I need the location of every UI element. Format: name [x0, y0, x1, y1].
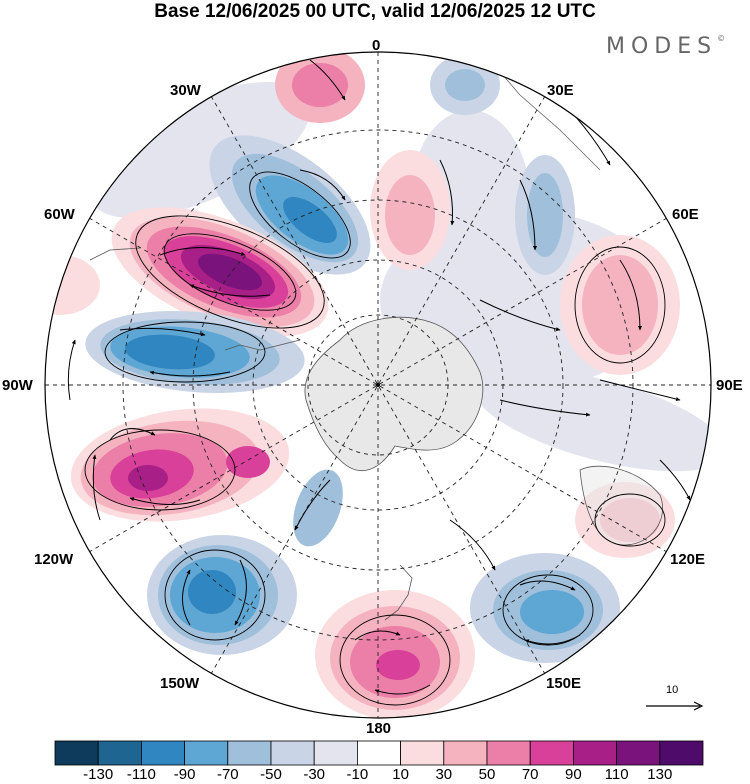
copyright-mark: © [717, 34, 726, 43]
label-lon-150e: 150E [546, 675, 582, 692]
negative-anomaly-60w [209, 135, 371, 275]
map-title: Base 12/06/2025 00 UTC, valid 12/06/2025… [154, 1, 596, 22]
positive-anomaly-105w [70, 408, 290, 522]
colorbar-swatch [529, 740, 574, 766]
label-lon-150w: 150W [160, 675, 200, 692]
south-pole-marker [376, 383, 380, 387]
label-lon-60e: 60E [672, 206, 699, 223]
colorbar-swatch [486, 740, 531, 766]
colorbar-swatch [573, 740, 618, 766]
label-lon-90w: 90W [2, 377, 33, 394]
colorbar-swatch [616, 740, 661, 766]
colorbar-tick-label: -10 [346, 766, 369, 783]
colorbar-tick-label: 110 [604, 766, 629, 783]
reference-vector-arrow [646, 701, 704, 711]
colorbar-swatch [659, 740, 704, 766]
colorbar-tick-label: 90 [565, 766, 582, 783]
negative-anomaly-150e [470, 553, 620, 663]
colorbar-tick-label: -90 [173, 766, 196, 783]
negative-anomaly-140w [147, 535, 297, 655]
colorbar-swatch [443, 740, 488, 766]
colorbar-swatch [184, 740, 229, 766]
logo-text: MODES [606, 34, 718, 59]
colorbar-ticks: -130 -110 -90 -70 -50 -30 -10 10 30 50 70 90 110 130 [0, 766, 750, 784]
wind-vectors [67, 59, 691, 695]
colorbar-swatch [97, 740, 142, 766]
colorbar-swatch [54, 740, 99, 766]
positive-anomaly-65w [111, 207, 329, 337]
colorbar-swatch [141, 740, 186, 766]
colorbar-tick-label: -110 [126, 766, 156, 783]
label-lon-180: 180 [366, 720, 392, 737]
colorbar-tick-label: 130 [647, 766, 673, 783]
label-lon-0: 0 [372, 37, 381, 54]
label-lon-120w: 120W [34, 551, 74, 568]
label-lon-90e: 90E [716, 377, 743, 394]
label-lon-120e: 120E [670, 551, 706, 568]
colorbar-swatch [270, 740, 315, 766]
graticule [45, 52, 711, 718]
colorbar-tick-label: 70 [521, 766, 539, 783]
colorbar-tick-label: -130 [83, 766, 114, 783]
colorbar-tick-label: 30 [435, 766, 453, 783]
label-lon-30w: 30W [170, 82, 201, 99]
contour-lines [84, 171, 666, 706]
positive-anomaly-180 [315, 590, 475, 718]
colorbar-tick-label: 50 [478, 766, 496, 783]
colorbar-tick-label: 10 [392, 766, 409, 783]
reference-vector-label: 10 [666, 684, 679, 696]
colorbar-swatch [313, 740, 358, 766]
colorbar-tick-label: -30 [303, 766, 326, 783]
colorbar-tick-label: -70 [216, 766, 239, 783]
negative-anomaly-90w [85, 311, 305, 393]
colorbar-swatch [400, 740, 445, 766]
anomaly-field [45, 52, 711, 718]
colorbar [54, 740, 704, 766]
map-boundary [44, 51, 712, 719]
colorbar-tick-label: -50 [260, 766, 282, 783]
antarctica-landmass [304, 316, 484, 471]
colorbar-swatch [356, 740, 401, 766]
colorbar-swatch [227, 740, 272, 766]
modes-logo: MODES© [606, 34, 725, 59]
label-lon-30e: 30E [547, 82, 574, 99]
label-lon-60w: 60W [44, 206, 75, 223]
